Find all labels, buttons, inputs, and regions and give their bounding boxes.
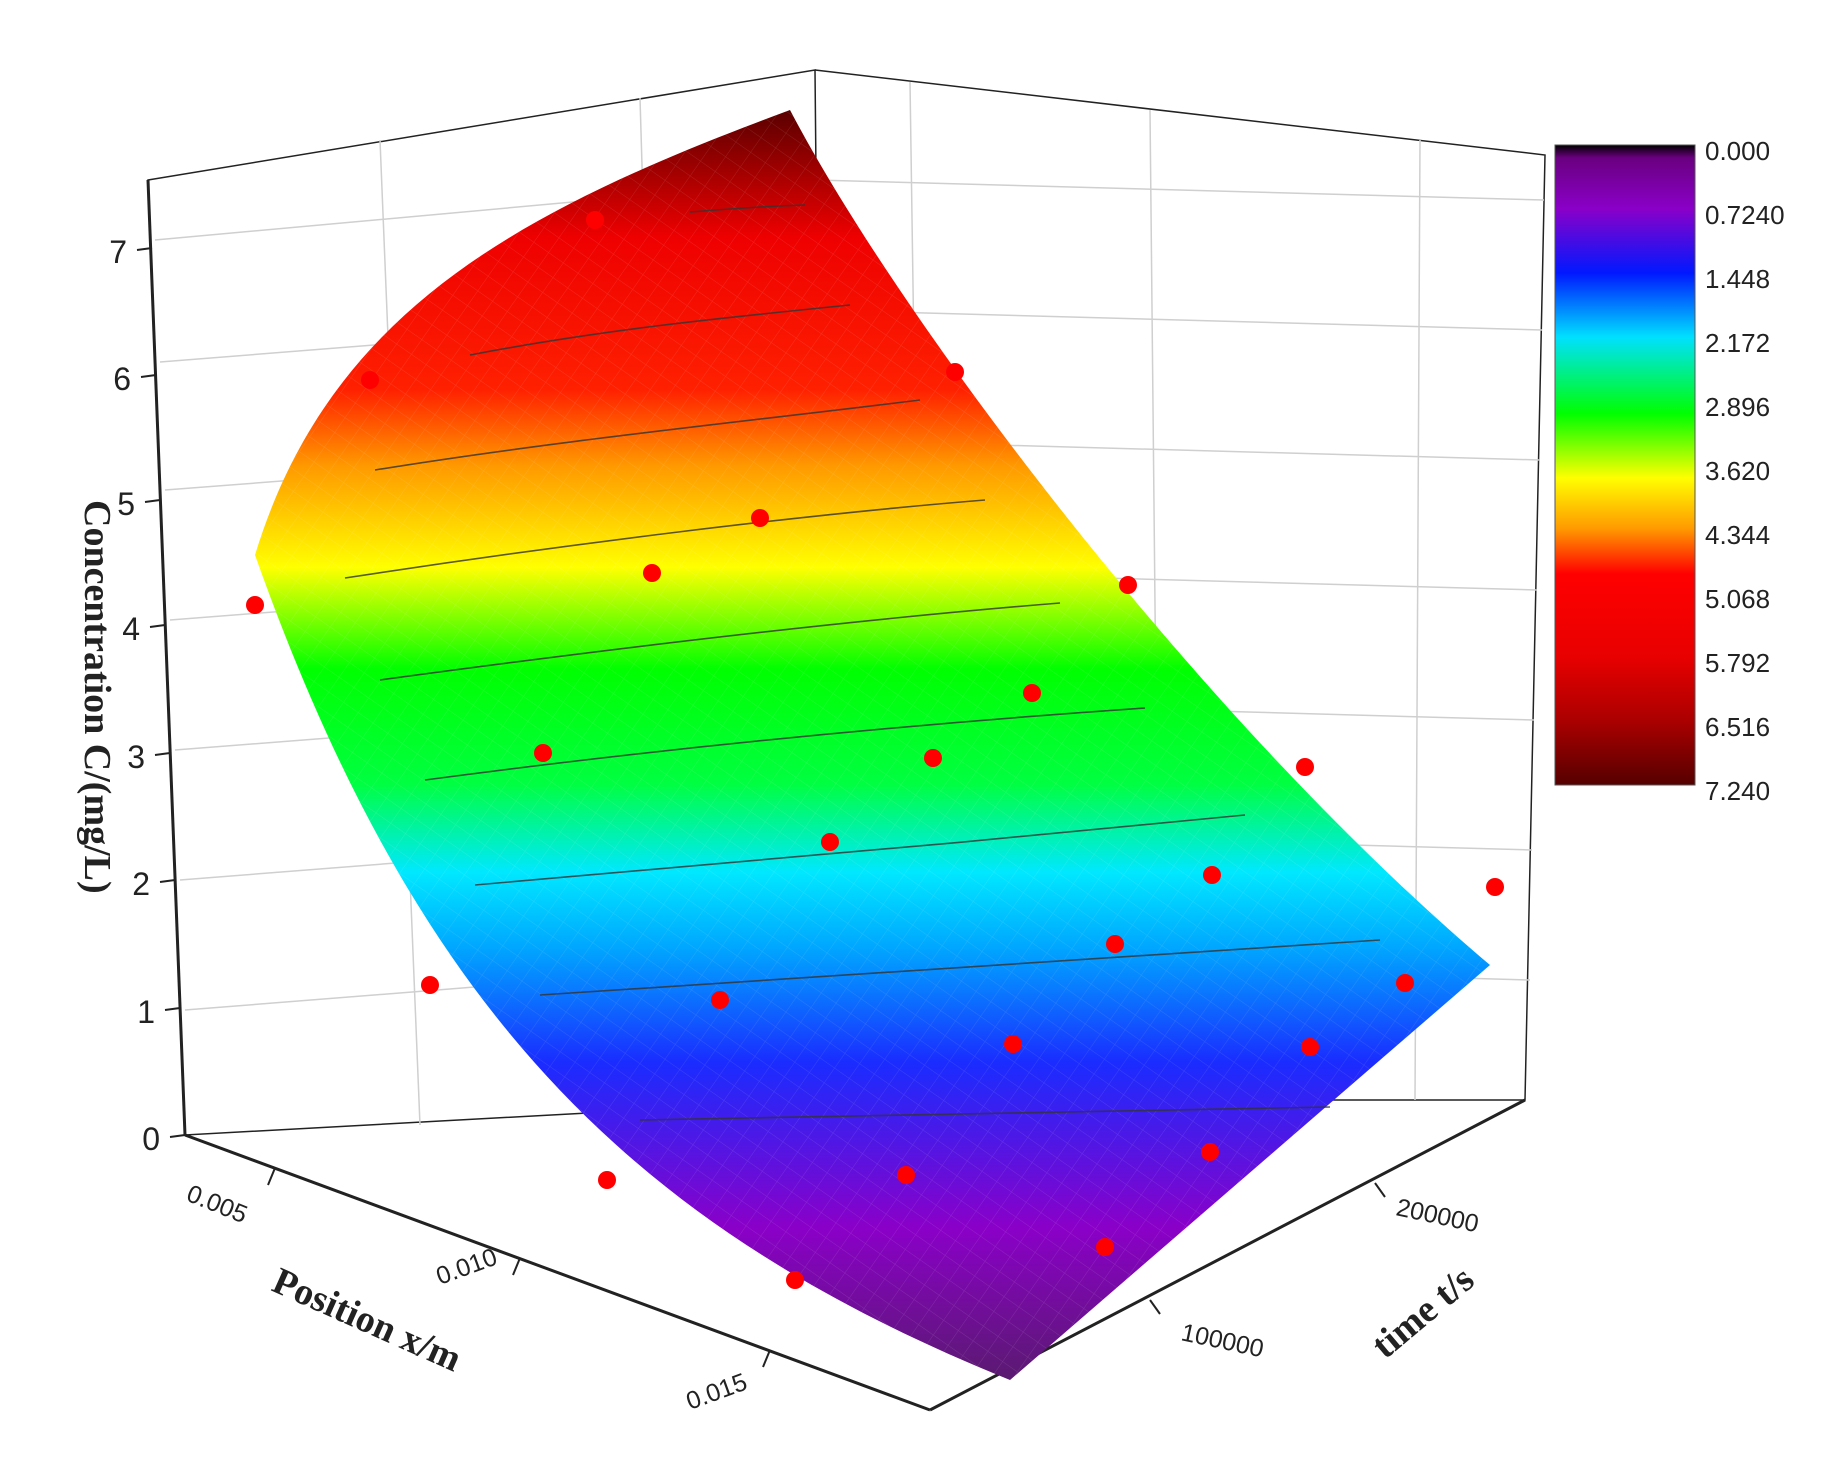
z-tick-label: 0 xyxy=(142,1121,160,1157)
point xyxy=(1106,935,1124,953)
point xyxy=(1096,1238,1114,1256)
point xyxy=(1004,1035,1022,1053)
surface-mesh xyxy=(255,110,1490,1380)
point xyxy=(1486,878,1504,896)
z-tick-label: 7 xyxy=(109,234,127,270)
colorbar-tick-label: 2.896 xyxy=(1705,392,1770,422)
colorbar-tick-label: 2.172 xyxy=(1705,328,1770,358)
z-tick-label: 5 xyxy=(117,486,135,522)
point xyxy=(1119,576,1137,594)
point xyxy=(1203,866,1221,884)
point xyxy=(1396,974,1414,992)
point xyxy=(246,596,264,614)
point xyxy=(786,1271,804,1289)
colorbar-ticks: 0.000 0.7240 1.448 2.172 2.896 3.620 4.3… xyxy=(1705,136,1785,806)
colorbar: 0.000 0.7240 1.448 2.172 2.896 3.620 4.3… xyxy=(1554,136,1785,806)
point xyxy=(421,976,439,994)
point xyxy=(1201,1143,1219,1161)
point xyxy=(586,211,604,229)
point xyxy=(1023,684,1041,702)
colorbar-gradient xyxy=(1554,144,1696,786)
colorbar-tick-label: 5.792 xyxy=(1705,648,1770,678)
colorbar-tick-label: 3.620 xyxy=(1705,456,1770,486)
colorbar-tick-label: 5.068 xyxy=(1705,584,1770,614)
z-axis-ticks: 0 1 2 3 4 5 6 7 xyxy=(109,234,186,1157)
point xyxy=(598,1171,616,1189)
z-tick-label: 1 xyxy=(137,994,155,1030)
point xyxy=(711,991,729,1009)
x-tick-label: 0.005 xyxy=(183,1180,251,1229)
colorbar-tick-label: 1.448 xyxy=(1705,264,1770,294)
z-tick-label: 2 xyxy=(132,866,150,902)
z-tick-label: 3 xyxy=(127,739,145,775)
contour-lines xyxy=(344,204,1381,1121)
point xyxy=(1296,758,1314,776)
point xyxy=(821,833,839,851)
colorbar-tick-label: 7.240 xyxy=(1705,776,1770,806)
point xyxy=(1301,1038,1319,1056)
surface xyxy=(255,110,1490,1380)
measured-points xyxy=(246,211,1504,1289)
point xyxy=(924,749,942,767)
colorbar-tick-label: 0.000 xyxy=(1705,136,1770,166)
x-axis-line xyxy=(184,1133,931,1412)
z-tick-label: 6 xyxy=(113,361,131,397)
z-axis-title: Concentration C/(mg/L) xyxy=(76,500,118,894)
z-tick-label: 4 xyxy=(122,611,140,647)
point xyxy=(946,363,964,381)
point xyxy=(361,371,379,389)
colorbar-tick-label: 0.7240 xyxy=(1705,200,1785,230)
point xyxy=(643,564,661,582)
z-axis-line xyxy=(146,179,187,1136)
t-tick-label: 100000 xyxy=(1179,1318,1266,1363)
x-tick-label: 0.015 xyxy=(682,1368,750,1416)
colorbar-tick-label: 4.344 xyxy=(1705,520,1770,550)
colorbar-tick-label: 6.516 xyxy=(1705,712,1770,742)
point xyxy=(897,1166,915,1184)
x-tick-label: 0.010 xyxy=(432,1243,500,1291)
t-axis-title: time t/s xyxy=(1364,1258,1482,1367)
t-tick-label: 200000 xyxy=(1394,1193,1481,1238)
point xyxy=(751,509,769,527)
point xyxy=(534,744,552,762)
